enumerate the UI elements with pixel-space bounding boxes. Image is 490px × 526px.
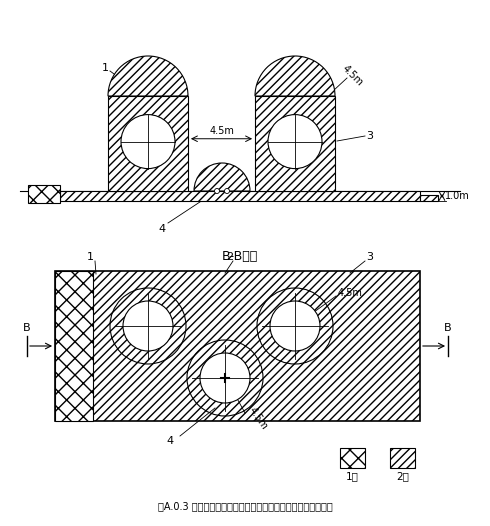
- Bar: [55, 271, 420, 421]
- Circle shape: [270, 301, 320, 351]
- Wedge shape: [194, 163, 250, 191]
- Text: 1区: 1区: [346, 471, 359, 481]
- Text: 图A.0.3 地上液化石油气储罐区爆炸危险区域等级和范围划分图: 图A.0.3 地上液化石油气储罐区爆炸危险区域等级和范围划分图: [158, 501, 332, 511]
- Text: B: B: [23, 323, 31, 333]
- Text: 3: 3: [367, 131, 373, 141]
- Bar: [55, 271, 93, 421]
- Wedge shape: [108, 56, 188, 96]
- Text: 4.5m: 4.5m: [340, 64, 365, 88]
- Text: 4: 4: [158, 224, 166, 234]
- Text: 4.5m: 4.5m: [338, 288, 363, 298]
- Circle shape: [123, 301, 173, 351]
- Circle shape: [224, 188, 229, 194]
- Bar: [255, 96, 335, 191]
- Bar: [340, 448, 365, 468]
- Bar: [255, 96, 335, 191]
- Circle shape: [200, 353, 250, 403]
- Bar: [55, 271, 420, 421]
- Text: B: B: [444, 323, 452, 333]
- Text: 1: 1: [87, 252, 94, 262]
- Bar: [28, 185, 60, 203]
- Text: 2区: 2区: [396, 471, 409, 481]
- Bar: [390, 448, 415, 468]
- Bar: [108, 96, 188, 191]
- Text: 4.5m: 4.5m: [209, 126, 234, 136]
- Text: 3: 3: [367, 252, 373, 262]
- Text: 1.0m: 1.0m: [445, 191, 470, 201]
- Text: 4.5m: 4.5m: [247, 405, 270, 431]
- Text: 2: 2: [226, 252, 234, 262]
- Text: 1: 1: [101, 63, 108, 73]
- Circle shape: [215, 188, 220, 194]
- Bar: [60, 191, 420, 201]
- Circle shape: [121, 115, 175, 169]
- Bar: [108, 96, 188, 191]
- Wedge shape: [255, 56, 335, 96]
- Text: 4: 4: [167, 436, 173, 446]
- Bar: [420, 195, 438, 201]
- Circle shape: [268, 115, 322, 169]
- Text: B-B视图: B-B视图: [222, 249, 258, 262]
- Bar: [60, 191, 420, 201]
